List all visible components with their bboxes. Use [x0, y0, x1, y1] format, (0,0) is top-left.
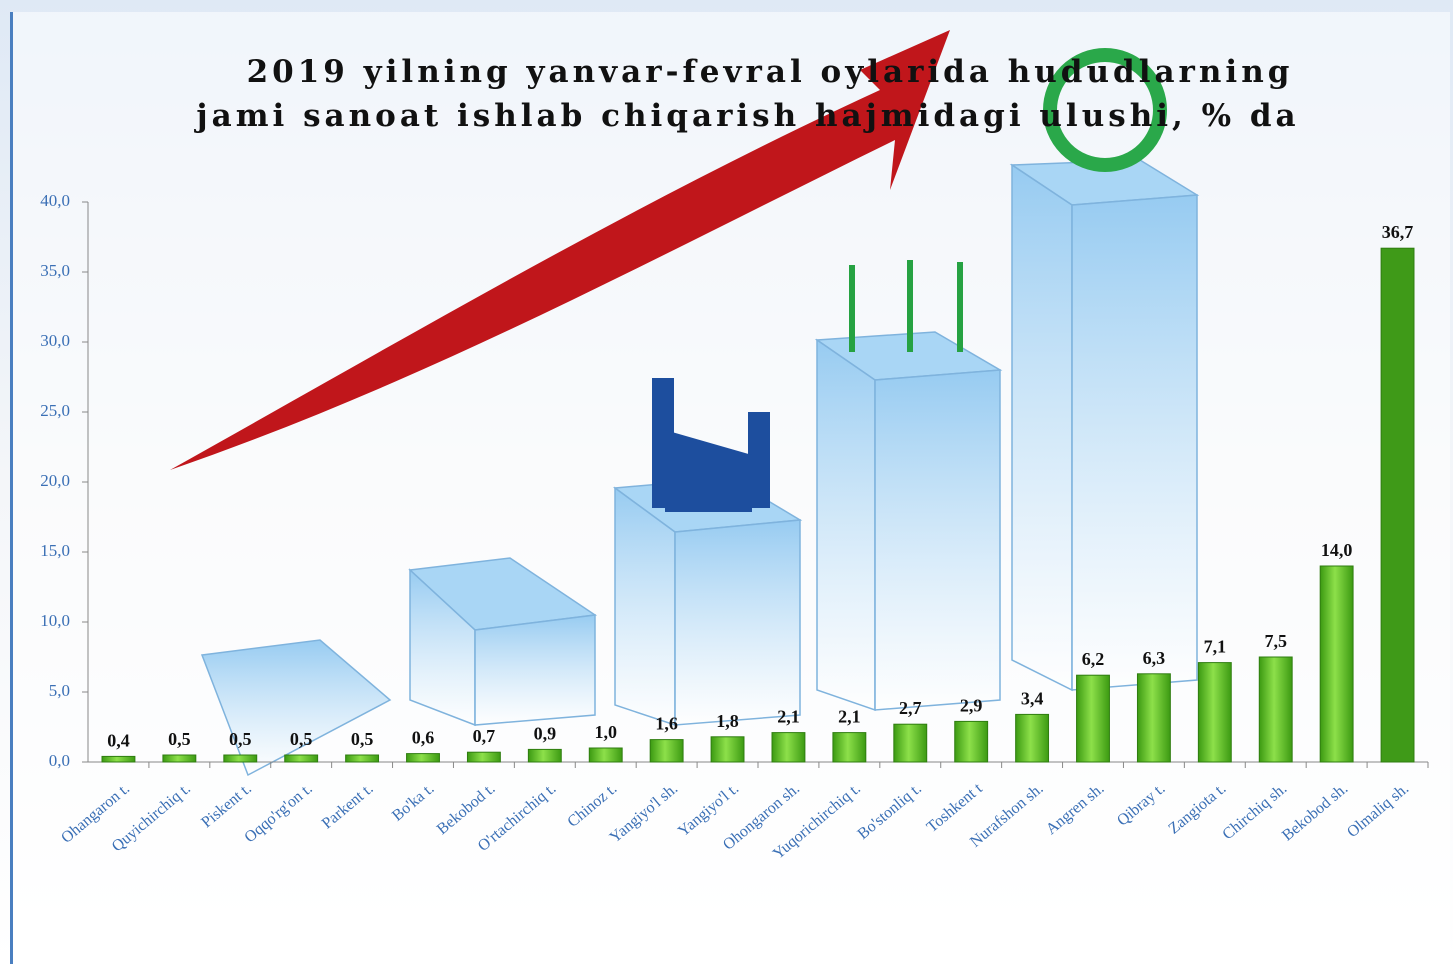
value-label: 1,8 — [716, 711, 739, 731]
y-tick-label: 30,0 — [40, 331, 70, 350]
bar — [588, 747, 623, 763]
value-label: 0,5 — [229, 729, 252, 749]
value-label: 0,9 — [534, 723, 557, 743]
border — [10, 12, 13, 964]
value-label: 0,5 — [290, 729, 313, 749]
chart-title: jami sanoat ishlab chiqarish hajmidagi u… — [193, 98, 1299, 134]
value-label: 2,1 — [777, 707, 800, 727]
chart-title: 2019 yilning yanvar-fevral oylarida hudu… — [247, 54, 1294, 90]
value-label: 2,9 — [960, 695, 983, 715]
bar — [954, 720, 989, 763]
value-label: 7,5 — [1264, 631, 1287, 651]
bar — [101, 755, 136, 763]
bar — [649, 739, 684, 763]
y-tick-label: 0,0 — [49, 751, 70, 770]
value-label: 6,3 — [1143, 648, 1166, 668]
bar — [1197, 662, 1232, 763]
bar — [1136, 673, 1171, 763]
bar — [771, 732, 806, 763]
value-label: 7,1 — [1204, 637, 1227, 657]
bar — [893, 723, 928, 763]
value-label: 1,6 — [655, 714, 678, 734]
recycle-icon — [1043, 48, 1167, 172]
bar — [1076, 674, 1110, 763]
bar — [406, 753, 440, 763]
value-label: 2,7 — [899, 698, 922, 718]
y-tick-label: 5,0 — [49, 681, 70, 700]
value-label: 6,2 — [1082, 649, 1105, 669]
y-tick-label: 10,0 — [40, 611, 70, 630]
bar — [162, 754, 197, 763]
value-label: 0,5 — [168, 729, 191, 749]
value-label: 2,1 — [838, 707, 861, 727]
y-tick-label: 40,0 — [40, 191, 70, 210]
bar — [710, 736, 745, 763]
value-label: 36,7 — [1382, 222, 1414, 242]
growth-arrow — [170, 30, 950, 470]
y-tick-label: 35,0 — [40, 261, 70, 280]
factory-icon — [652, 378, 770, 512]
bar — [1319, 565, 1354, 763]
y-tick-label: 15,0 — [40, 541, 70, 560]
bar — [527, 748, 562, 763]
value-label: 0,7 — [473, 726, 496, 746]
value-label: 14,0 — [1321, 540, 1353, 560]
value-label: 0,5 — [351, 729, 374, 749]
value-label: 3,4 — [1021, 688, 1044, 708]
value-label: 0,4 — [107, 730, 130, 750]
y-tick-label: 20,0 — [40, 471, 70, 490]
value-label: 0,6 — [412, 728, 435, 748]
bar — [223, 754, 258, 763]
decor-boxes — [200, 159, 1200, 777]
wind-turbines — [849, 260, 963, 352]
bar — [1380, 247, 1415, 763]
bar — [345, 754, 380, 763]
y-tick-label: 25,0 — [40, 401, 70, 420]
bar — [284, 754, 319, 763]
bar — [1258, 656, 1293, 763]
bar — [832, 732, 867, 763]
bar — [466, 751, 501, 763]
bar — [1015, 713, 1050, 763]
value-label: 1,0 — [594, 722, 617, 742]
